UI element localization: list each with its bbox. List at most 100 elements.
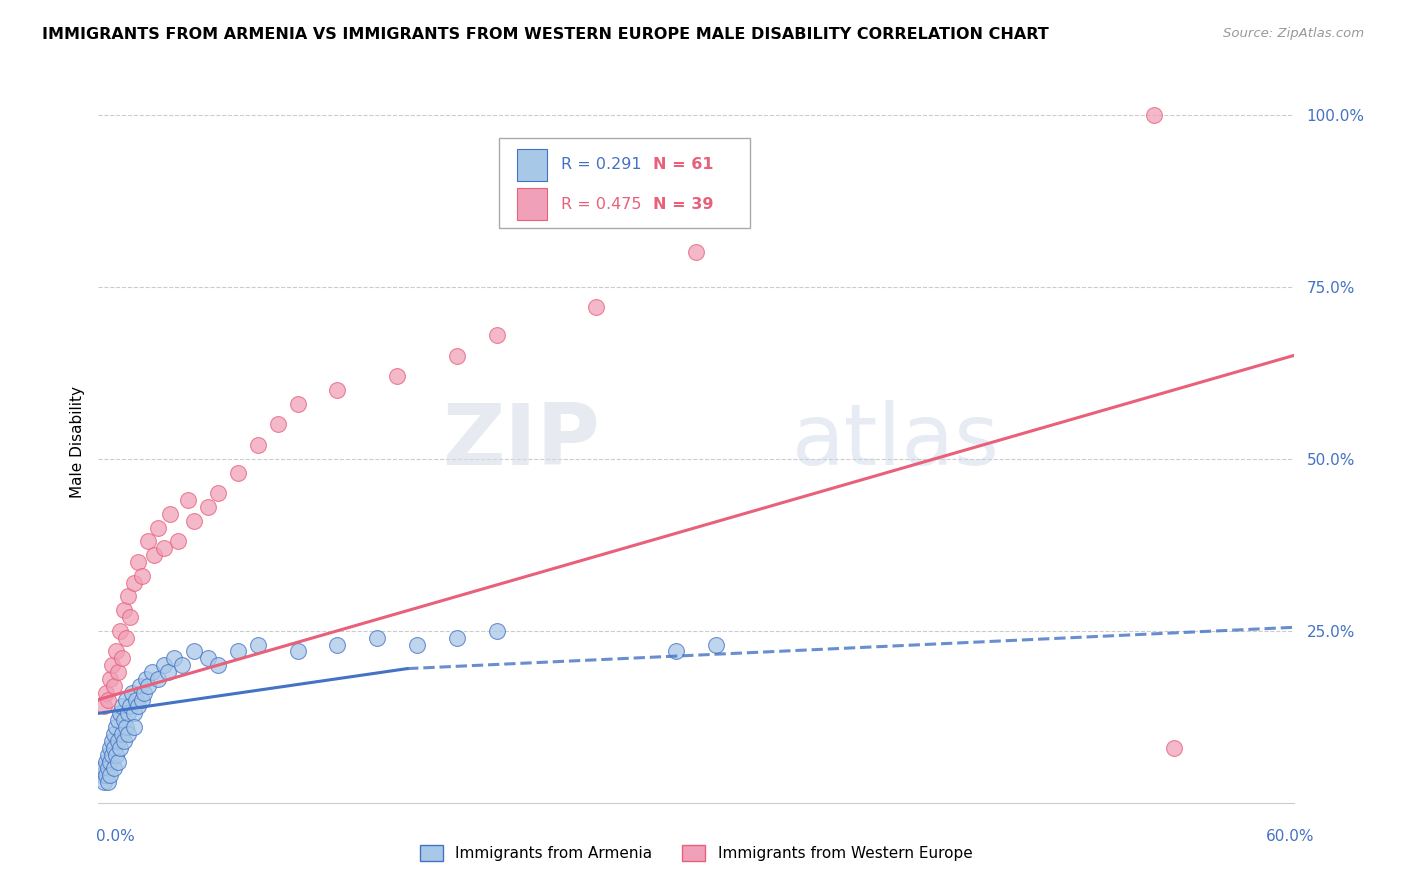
Point xyxy=(105,644,128,658)
Point xyxy=(172,658,194,673)
Point xyxy=(120,699,142,714)
Point xyxy=(129,679,152,693)
Point xyxy=(127,555,149,569)
Point xyxy=(136,534,159,549)
Point xyxy=(141,665,163,679)
Point xyxy=(183,514,205,528)
Point xyxy=(167,534,190,549)
Point xyxy=(131,568,153,582)
Text: 60.0%: 60.0% xyxy=(1267,830,1315,844)
Point xyxy=(665,644,688,658)
Point xyxy=(115,692,138,706)
Point xyxy=(207,658,229,673)
Point xyxy=(107,665,129,679)
Point xyxy=(246,638,269,652)
Text: N = 61: N = 61 xyxy=(652,158,713,172)
Text: R = 0.291: R = 0.291 xyxy=(561,158,641,172)
Point xyxy=(366,631,388,645)
Point xyxy=(446,349,468,363)
Y-axis label: Male Disability: Male Disability xyxy=(69,385,84,498)
Point xyxy=(98,672,122,686)
Point xyxy=(117,706,139,721)
FancyBboxPatch shape xyxy=(499,138,749,228)
Point xyxy=(326,383,349,397)
Point xyxy=(246,438,269,452)
Point xyxy=(93,699,115,714)
Point xyxy=(96,686,118,700)
Point xyxy=(157,665,180,679)
Point xyxy=(197,500,219,514)
Point xyxy=(485,327,508,342)
Point xyxy=(101,734,124,748)
Point xyxy=(117,727,139,741)
Point xyxy=(124,720,146,734)
Point xyxy=(97,761,120,775)
Text: R = 0.475: R = 0.475 xyxy=(561,196,641,211)
Point xyxy=(197,651,219,665)
Point xyxy=(103,679,125,693)
Point xyxy=(159,507,181,521)
Text: atlas: atlas xyxy=(792,400,1000,483)
Point xyxy=(183,644,205,658)
Point xyxy=(101,747,124,762)
Point xyxy=(103,761,125,775)
Point xyxy=(136,679,159,693)
Point xyxy=(135,672,157,686)
Point xyxy=(103,727,125,741)
Point xyxy=(117,590,139,604)
Text: N = 39: N = 39 xyxy=(652,196,713,211)
Point xyxy=(131,692,153,706)
Point xyxy=(685,245,707,260)
Point xyxy=(143,548,166,562)
Point xyxy=(326,638,349,652)
Point xyxy=(107,713,129,727)
Point xyxy=(97,747,120,762)
Point xyxy=(111,651,134,665)
Point xyxy=(105,747,128,762)
Point xyxy=(107,734,129,748)
Point xyxy=(105,720,128,734)
Point xyxy=(111,727,134,741)
Point xyxy=(287,644,309,658)
Point xyxy=(110,740,132,755)
Point xyxy=(121,686,143,700)
Point xyxy=(98,740,122,755)
Point xyxy=(98,768,122,782)
Point xyxy=(110,624,132,638)
Point xyxy=(115,720,138,734)
Point xyxy=(287,397,309,411)
Point xyxy=(124,706,146,721)
Point xyxy=(226,466,249,480)
Point xyxy=(585,301,607,315)
Point xyxy=(107,755,129,769)
Point xyxy=(226,644,249,658)
Legend: Immigrants from Armenia, Immigrants from Western Europe: Immigrants from Armenia, Immigrants from… xyxy=(413,839,979,867)
Point xyxy=(101,658,124,673)
Bar xyxy=(517,187,547,220)
Point xyxy=(110,706,132,721)
Point xyxy=(120,610,142,624)
Point xyxy=(93,775,115,789)
Point xyxy=(125,692,148,706)
Point xyxy=(153,658,176,673)
Point xyxy=(153,541,176,556)
Point xyxy=(112,603,135,617)
Text: 0.0%: 0.0% xyxy=(96,830,135,844)
Point xyxy=(267,417,290,432)
Point xyxy=(124,575,146,590)
Point xyxy=(112,734,135,748)
Point xyxy=(97,775,120,789)
Point xyxy=(207,486,229,500)
Bar xyxy=(517,149,547,181)
Point xyxy=(148,520,170,534)
Point xyxy=(96,755,118,769)
Point xyxy=(93,761,115,775)
Point xyxy=(1143,108,1166,122)
Text: IMMIGRANTS FROM ARMENIA VS IMMIGRANTS FROM WESTERN EUROPE MALE DISABILITY CORREL: IMMIGRANTS FROM ARMENIA VS IMMIGRANTS FR… xyxy=(42,27,1049,42)
Point xyxy=(485,624,508,638)
Point xyxy=(385,369,409,384)
Point xyxy=(163,651,186,665)
Point xyxy=(97,692,120,706)
Point xyxy=(134,686,156,700)
Point xyxy=(115,631,138,645)
